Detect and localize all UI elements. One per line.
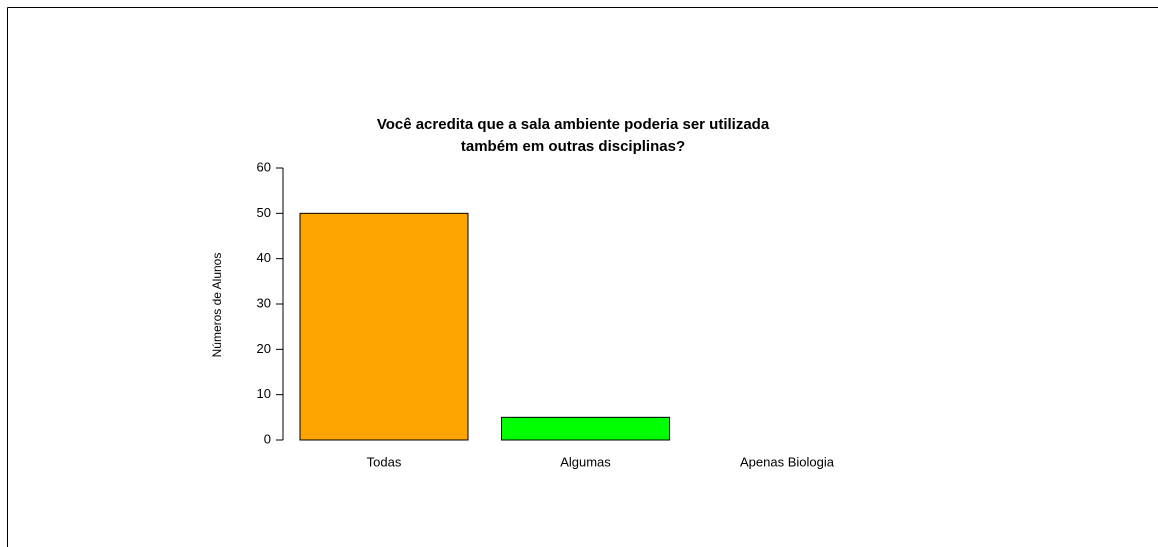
y-tick-label: 50 <box>257 205 271 220</box>
chart-title: também em outras disciplinas? <box>461 138 685 155</box>
bar <box>501 416 670 441</box>
y-tick-label: 0 <box>264 431 271 446</box>
y-tick-label: 20 <box>257 341 271 356</box>
bar <box>299 212 469 441</box>
x-tick-label: Todas <box>367 454 402 469</box>
x-tick-label: Algumas <box>560 454 611 469</box>
y-tick-label: 40 <box>257 250 271 265</box>
y-tick-label: 60 <box>257 159 271 174</box>
y-axis-label: Números de Alunos <box>210 253 224 358</box>
y-tick-label: 10 <box>257 386 271 401</box>
y-tick-label: 30 <box>257 295 271 310</box>
x-tick-label: Apenas Biologia <box>740 454 835 469</box>
chart-title: Você acredita que a sala ambiente poderi… <box>377 116 770 133</box>
